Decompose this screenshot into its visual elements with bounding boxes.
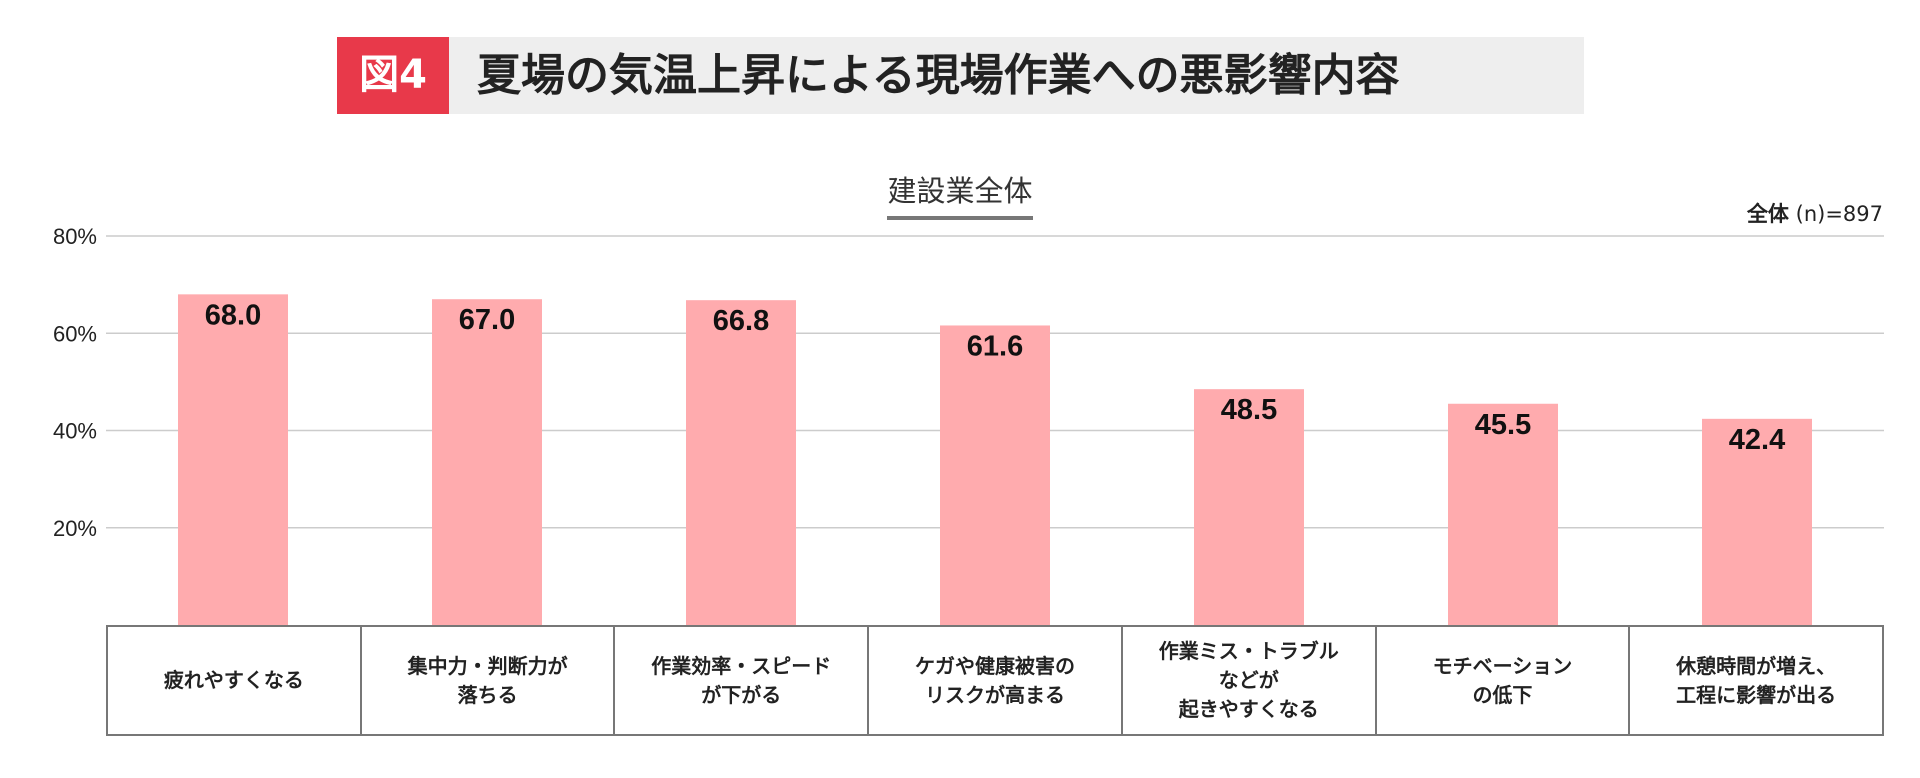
- bar-value-label: 42.4: [1729, 424, 1785, 456]
- sample-size-value: (n)=897: [1795, 202, 1883, 226]
- bar-value-label: 61.6: [967, 330, 1023, 362]
- bar: [1194, 389, 1304, 625]
- bar: [1702, 418, 1812, 625]
- sample-size-note: 全体 (n)=897: [1747, 198, 1883, 228]
- y-tick-label: 40%: [53, 419, 97, 444]
- chart-heading: 建設業全体: [800, 168, 1120, 220]
- figure-title-bar: 図4 夏場の気温上昇による現場作業への悪影響内容: [337, 37, 1584, 114]
- bar-value-label: 48.5: [1221, 394, 1277, 426]
- bar: [178, 294, 288, 625]
- y-tick-label: 20%: [53, 516, 97, 541]
- bar: [686, 300, 796, 625]
- bar-value-label: 68.0: [205, 299, 261, 331]
- bar-value-label: 45.5: [1475, 409, 1531, 441]
- category-label: 作業ミス・トラブル などが 起きやすくなる: [1123, 627, 1377, 734]
- category-label: 作業効率・スピード が下がる: [615, 627, 870, 734]
- bar: [1448, 403, 1558, 625]
- figure-number-badge: 図4: [337, 37, 449, 114]
- bar: [940, 325, 1050, 625]
- bar: [432, 299, 542, 625]
- category-label: ケガや健康被害の リスクが高まる: [869, 627, 1123, 734]
- figure-title: 夏場の気温上昇による現場作業への悪影響内容: [477, 50, 1400, 101]
- chart-heading-text: 建設業全体: [887, 168, 1033, 220]
- y-tick-label: 80%: [53, 224, 97, 249]
- category-label: 休憩時間が増え、 工程に影響が出る: [1676, 653, 1837, 707]
- sample-size-label: 全体: [1746, 202, 1789, 226]
- category-label-table: 疲れやすくなる 集中力・判断力が 落ちる 作業効率・スピード が下がる ケガや健康被害…: [106, 625, 1884, 736]
- bar-value-label: 67.0: [459, 304, 515, 336]
- category-label: 集中力・判断力が 落ちる: [362, 627, 616, 734]
- y-tick-label: 60%: [53, 321, 97, 346]
- bar-value-label: 66.8: [713, 305, 769, 337]
- category-label: 疲れやすくなる: [108, 627, 362, 734]
- category-label: モチベーション の低下: [1377, 627, 1631, 734]
